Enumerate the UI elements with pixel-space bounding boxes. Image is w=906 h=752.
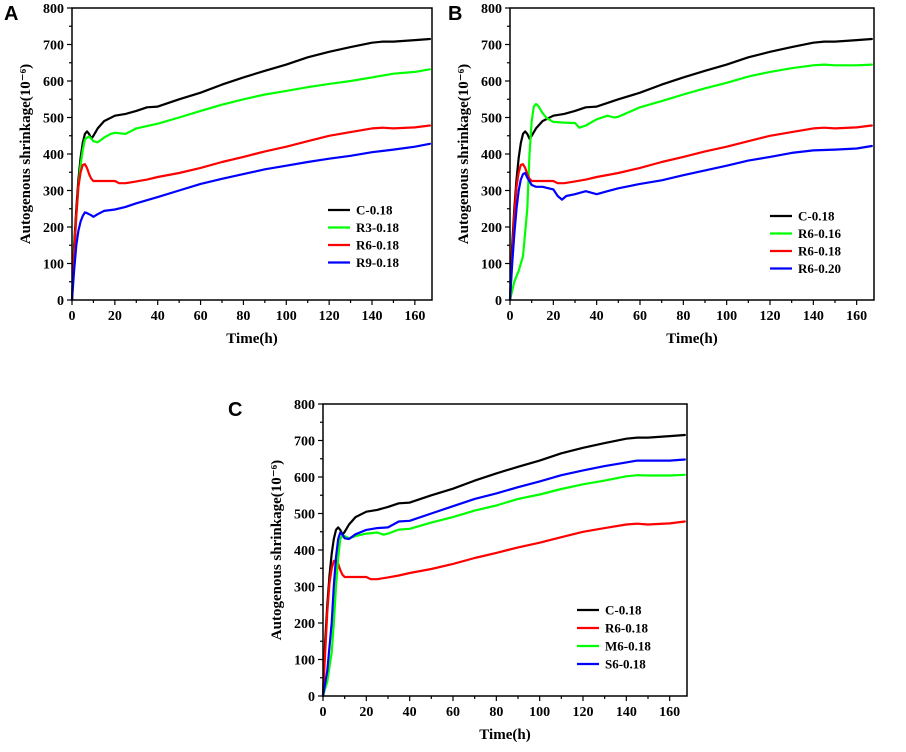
x-tick-label: 0 [320,705,327,720]
x-tick-label: 20 [546,309,560,324]
x-tick-label: 80 [236,309,250,324]
y-tick-label: 200 [481,221,502,236]
x-tick-label: 20 [359,705,373,720]
y-tick-label: 300 [481,185,502,200]
x-tick-label: 140 [362,309,383,324]
y-tick-label: 800 [294,398,315,413]
series-line-r6-020 [508,144,873,302]
x-tick-label: 120 [319,309,340,324]
x-tick-label: 100 [529,705,550,720]
legend-label: R6-0.18 [356,238,399,253]
y-tick-label: 500 [294,508,315,523]
x-axis-title: Time(h) [226,331,277,347]
y-tick-label: 500 [481,112,502,127]
series-line-r6-018 [508,124,873,302]
legend-label: C-0.18 [356,203,393,218]
x-tick-label: 140 [803,309,824,324]
legend-label: M6-0.18 [605,639,651,654]
y-tick-label: 400 [294,544,315,559]
x-tick-label: 120 [573,705,594,720]
y-tick-label: 100 [43,258,64,273]
x-tick-label: 20 [108,309,122,324]
series-line-r9-018 [70,142,431,302]
series-line-c-018 [508,37,873,302]
x-tick-label: 0 [69,309,76,324]
series-line-r3-018 [70,68,431,302]
y-axis-title: Autogenous shrinkage(10⁻⁶) [18,64,34,244]
chart-panel-a: A 0 20 40 60 80 100 120 140 160 0 100 200 300 400 500 60… [4,2,433,347]
x-tick-label: 40 [403,705,417,720]
series-line-m6-018 [321,473,686,698]
y-tick-label: 300 [294,581,315,596]
y-tick-label: 0 [495,294,502,309]
legend: C-0.18 R6-0.16 R6-0.18 R6-0.20 [770,209,841,276]
y-tick-label: 600 [43,75,64,90]
y-tick-label: 200 [43,221,64,236]
y-tick-label: 200 [294,617,315,632]
y-axis-title: Autogenous shrinkage(10⁻⁶) [456,64,472,244]
y-tick-label: 500 [43,112,64,127]
x-tick-label: 60 [194,309,208,324]
x-tick-label: 160 [846,309,867,324]
x-tick-label: 40 [590,309,604,324]
y-tick-label: 400 [481,148,502,163]
x-tick-label: 60 [446,705,460,720]
y-tick-label: 600 [294,471,315,486]
x-tick-label: 140 [616,705,637,720]
legend-label: C-0.18 [798,209,835,224]
series-line-r6-016 [508,63,873,302]
x-tick-label: 40 [151,309,165,324]
panel-letter-c: C [228,399,242,421]
chart-panel-b: B 0 20 40 60 80 100 120 140 160 0 100 200 300 400 500 60… [448,2,875,347]
x-tick-label: 0 [507,309,514,324]
y-tick-label: 300 [43,185,64,200]
y-tick-label: 700 [43,39,64,54]
series-line-s6-018 [321,458,686,698]
x-tick-label: 100 [276,309,297,324]
legend: C-0.18 R6-0.18 M6-0.18 S6-0.18 [577,603,651,672]
y-tick-label: 700 [294,435,315,450]
panel-letter-b: B [448,3,462,25]
y-tick-label: 0 [57,294,64,309]
legend-label: R6-0.18 [798,244,841,259]
y-tick-label: 800 [481,2,502,17]
series-line-c-018 [321,433,686,698]
legend-label: S6-0.18 [605,657,646,672]
y-tick-label: 800 [43,2,64,17]
x-tick-label: 60 [633,309,647,324]
y-tick-label: 100 [481,258,502,273]
legend-label: R3-0.18 [356,220,399,235]
x-tick-label: 120 [760,309,781,324]
x-axis-title: Time(h) [666,331,717,347]
y-tick-label: 100 [294,654,315,669]
legend-label: R6-0.20 [798,261,841,276]
chart-panel-c: C 0 20 40 60 80 100 120 140 160 0 100 200 300 400 500 60… [228,398,688,743]
x-tick-label: 160 [404,309,425,324]
x-tick-label: 80 [676,309,690,324]
legend-label: C-0.18 [605,603,642,618]
series-line-c-018 [70,37,431,302]
legend-label: R6-0.18 [605,621,648,636]
series-line-r6-018 [321,520,686,698]
legend: C-0.18 R3-0.18 R6-0.18 R9-0.18 [328,203,399,270]
legend-label: R9-0.18 [356,255,399,270]
y-tick-label: 0 [308,690,315,705]
x-tick-label: 100 [716,309,737,324]
y-tick-label: 700 [481,39,502,54]
y-axis-title: Autogenous shrinkage(10⁻⁶) [269,460,285,640]
y-tick-label: 600 [481,75,502,90]
x-tick-label: 80 [489,705,503,720]
x-axis-title: Time(h) [479,727,530,743]
legend-label: R6-0.16 [798,226,841,241]
x-tick-label: 160 [659,705,680,720]
panel-letter-a: A [4,3,18,25]
series-line-r6-018 [70,124,431,302]
y-tick-label: 400 [43,148,64,163]
